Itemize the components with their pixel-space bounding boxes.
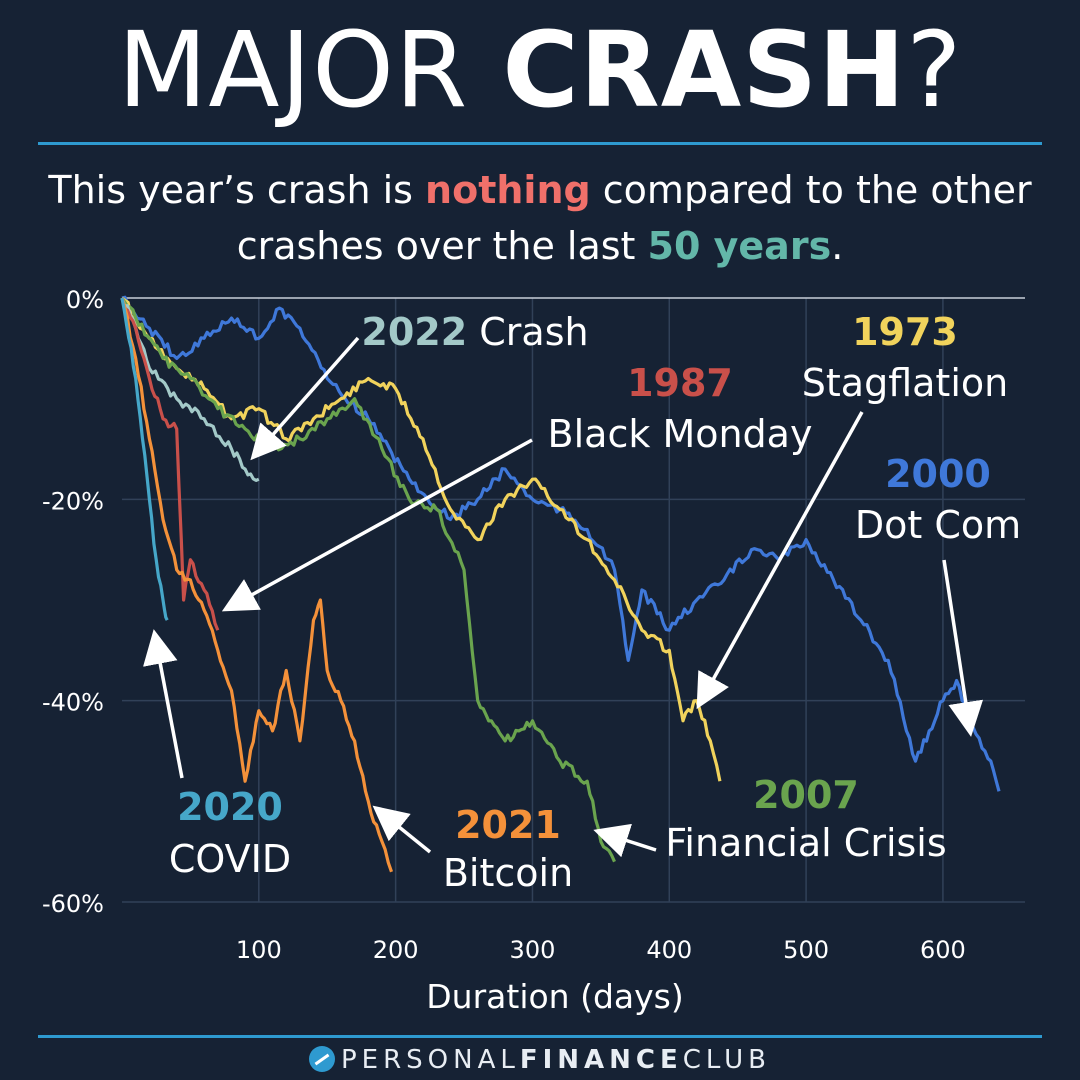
arrow-1973-stagflation <box>696 411 864 710</box>
subtitle-part-1: This year’s crash is <box>48 168 426 212</box>
title-question-mark: ? <box>906 9 963 131</box>
brand-footer: PERSONALFINANCECLUB <box>0 1043 1080 1077</box>
top-divider <box>38 142 1042 145</box>
subtitle: This year’s crash is nothing compared to… <box>0 162 1080 274</box>
series-label-name-2007-financial-crisis: Financial Crisis <box>665 821 946 865</box>
subtitle-part-3: crashes over the last <box>236 224 648 268</box>
x-tick-label: 600 <box>920 936 966 964</box>
series-line-2022-crash <box>120 297 260 482</box>
series-label-name-2021-bitcoin: Bitcoin <box>443 851 573 895</box>
arrow-2007-financial-crisis <box>593 823 657 858</box>
series-label-year-1987-black-monday: 1987 <box>627 361 733 405</box>
axes: 0% -20% -40% -60% 100 200 300 400 500 600 Duration… <box>42 286 1025 1016</box>
series-line-2020-covid <box>120 297 169 621</box>
arrow-2021-bitcoin <box>372 805 432 854</box>
x-tick-label: 100 <box>236 936 282 964</box>
page-title: MAJOR CRASH? <box>0 14 1080 126</box>
title-light: MAJOR <box>117 9 503 131</box>
series-line-2007-financial-crisis <box>120 297 616 863</box>
grid <box>122 298 1025 903</box>
series-label-year-2020-covid: 2020 <box>177 785 283 829</box>
x-tick-label: 500 <box>783 936 829 964</box>
series-label-2022-crash: 2022 Crash <box>361 310 588 354</box>
series-label-year-2007-financial-crisis: 2007 <box>753 773 859 817</box>
x-tick-label: 400 <box>646 936 692 964</box>
x-tick-label: 200 <box>373 936 419 964</box>
arrow-2020-covid <box>143 629 184 779</box>
series-line-1987-black-monday <box>120 297 220 631</box>
subtitle-end: . <box>831 224 844 268</box>
series-label-year: 2022 <box>361 310 467 354</box>
x-tick-label: 300 <box>510 936 556 964</box>
y-tick-label: -20% <box>42 487 104 515</box>
title-bold: CRASH <box>502 9 907 131</box>
brand-bold: FINANCE <box>519 1045 683 1075</box>
y-tick-label: -60% <box>42 890 104 918</box>
subtitle-years: 50 years <box>647 224 832 268</box>
series-label-year-1973-stagflation: 1973 <box>852 310 958 354</box>
brand-end: CLUB <box>682 1045 771 1075</box>
x-axis-title: Duration (days) <box>426 977 683 1016</box>
bottom-divider <box>38 1035 1042 1038</box>
series-label-year-2000-dot-com: 2000 <box>885 452 991 496</box>
series-labels: 2000 Dot Com 1973 Stagflation 2007Financial … <box>169 310 1021 895</box>
series-line-2000-dot-com <box>121 295 1001 792</box>
series-label-name: Crash <box>467 310 588 354</box>
arrow-2000-dot-com <box>942 559 984 737</box>
arrow-2022-crash <box>250 336 360 461</box>
y-tick-label: -40% <box>42 689 104 717</box>
series-label-year-2021-bitcoin: 2021 <box>455 803 561 847</box>
series-line-2021-bitcoin <box>120 297 394 873</box>
series-label-name-1973-stagflation: Stagflation <box>802 361 1008 405</box>
series-label-name-1987-black-monday: Black Monday <box>548 412 813 456</box>
series-label-name-2000-dot-com: Dot Com <box>855 503 1021 547</box>
arrow-1987-black-monday <box>221 438 533 612</box>
series-line-1973-stagflation <box>121 296 722 782</box>
series-label-name-2020-covid: COVID <box>169 837 291 881</box>
annotation-arrows <box>143 336 984 858</box>
subtitle-part-2: compared to the other <box>590 168 1032 212</box>
y-tick-label: 0% <box>66 286 104 314</box>
brand-light: PERSONAL <box>340 1045 520 1075</box>
series-lines <box>120 295 1001 873</box>
subtitle-highlight: nothing <box>425 168 591 212</box>
brand-logo-icon <box>308 1046 335 1072</box>
